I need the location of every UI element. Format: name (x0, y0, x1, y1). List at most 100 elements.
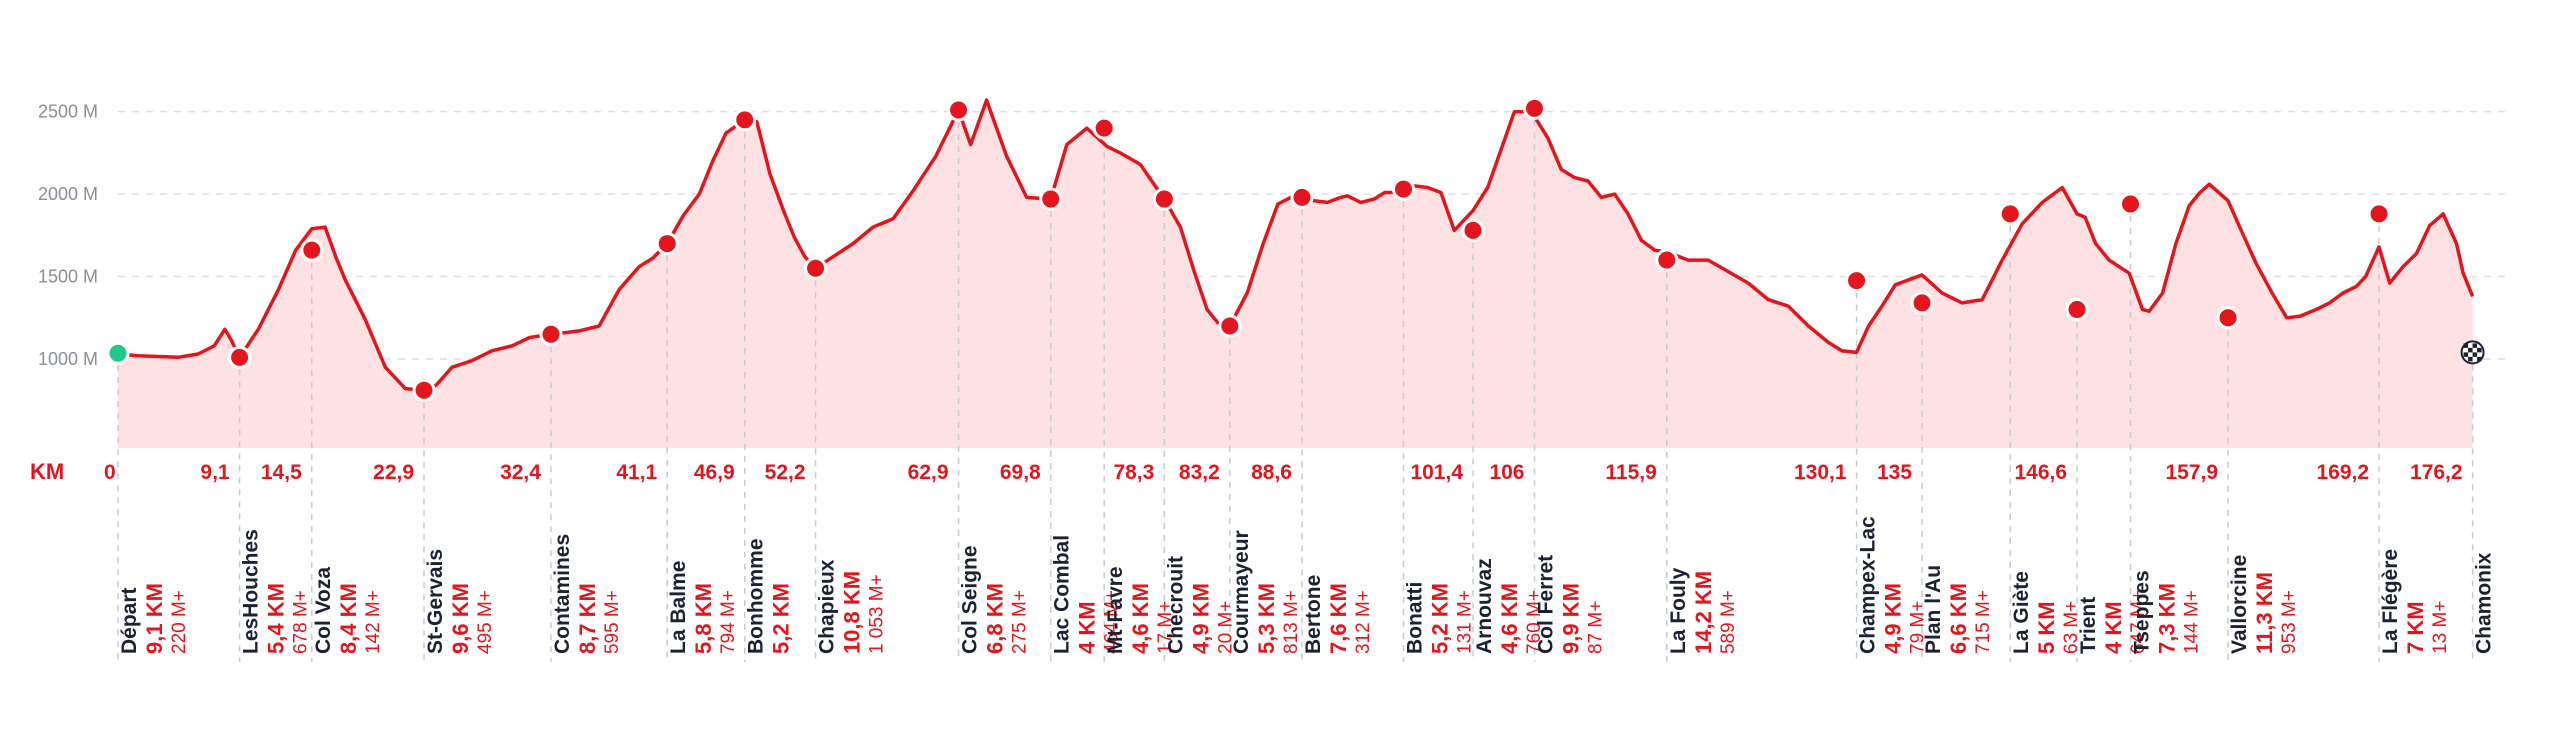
segment-distance: 5 KM (2034, 601, 2059, 654)
segment-distance: 5,4 KM (264, 583, 289, 654)
segment-distance: 4 KM (2101, 601, 2126, 654)
elevation-area (118, 100, 2473, 448)
km-label: 130,1 (1794, 461, 1847, 484)
station-name: Tseppes (2131, 570, 2154, 654)
segment-distance: 6,8 KM (983, 583, 1008, 654)
segment-gain: 794 M+ (718, 590, 739, 654)
km-axis-title: KM (30, 459, 64, 484)
segment-distance: 5,3 KM (1254, 583, 1279, 654)
segment-distance: 4,6 KM (1497, 583, 1522, 654)
station-marker (1522, 96, 1546, 120)
km-label: 22,9 (373, 461, 414, 484)
station-marker (2216, 306, 2240, 330)
station-name: Courmayeur (1230, 530, 1253, 654)
station-marker (1461, 218, 1485, 242)
segment-gain: 715 M+ (1973, 590, 1994, 654)
station-marker (733, 108, 757, 132)
km-label: 41,1 (616, 461, 657, 484)
station-marker (1152, 187, 1176, 211)
segment-gain: 275 M+ (1010, 590, 1031, 654)
km-label: 32,4 (500, 461, 541, 484)
segment-gain: 589 M+ (1718, 590, 1739, 654)
segment-gain: 144 M+ (2182, 590, 2203, 654)
segment-gain: 20 M+ (1215, 601, 1236, 654)
segment-distance: 9,1 KM (142, 583, 167, 654)
station-marker (1290, 185, 1314, 209)
segment-gain: 131 M+ (1455, 590, 1476, 654)
station-marker (228, 345, 252, 369)
station-name: La Fouly (1667, 567, 1690, 654)
segment-gain: 79 M+ (1908, 601, 1929, 654)
segment-distance: 8,7 KM (575, 583, 600, 654)
station-marker (804, 256, 828, 280)
station-name: La Balme (667, 561, 690, 654)
station-name: Contamines (551, 534, 574, 654)
km-label: 62,9 (908, 461, 949, 484)
segment-gain: 678 M+ (291, 590, 312, 654)
y-tick-label: 2000 M (38, 184, 98, 204)
station-name: Chamonix (2473, 552, 2496, 654)
km-label: 52,2 (765, 461, 806, 484)
km-label: 135 (1877, 461, 1912, 484)
station-name: Col Voza (312, 567, 335, 654)
station-name: Bonhomme (745, 538, 768, 654)
km-label: 176,2 (2410, 461, 2463, 484)
station-name: Mt-Favre (1104, 566, 1127, 654)
km-tick-labels: 0 9,1 14,5 22,9 32,4 41,1 46,9 52,2 62,9 69,8 78,3… (104, 461, 2463, 484)
station-marker (1392, 177, 1416, 201)
station-marker (1092, 116, 1116, 140)
segment-distance: 4,6 KM (1128, 583, 1153, 654)
segment-distance: 4,9 KM (1881, 583, 1906, 654)
segment-gain: 1 053 M+ (867, 574, 888, 654)
segment-gain: 312 M+ (1353, 590, 1374, 654)
y-tick-label: 1000 M (38, 349, 98, 369)
km-label: 14,5 (261, 461, 302, 484)
segment-gain: 87 M+ (1586, 601, 1607, 654)
segment-gain: 464 M+ (1102, 590, 1123, 654)
station-marker (2065, 298, 2089, 322)
station-marker (655, 232, 679, 256)
segment-distance: 4 KM (1075, 601, 1100, 654)
segment-distance: 14,2 KM (1691, 571, 1716, 654)
y-tick-label: 1500 M (38, 267, 98, 287)
station-marker (1998, 202, 2022, 226)
segment-gain: 17 M+ (1155, 601, 1176, 654)
station-name: Départ (118, 587, 141, 654)
station-name: Col Ferret (1535, 555, 1558, 654)
segment-distance: 8,4 KM (336, 583, 361, 654)
station-markers (106, 96, 2485, 402)
station-marker (1655, 248, 1679, 272)
station-name: Chapieux (816, 559, 839, 654)
station-marker (412, 378, 436, 402)
station-marker (947, 98, 971, 122)
km-label: 115,9 (1605, 461, 1656, 484)
station-labels: Départ 9,1 KM 220 M+ LesHouches 5,4 KM 678 M+… (118, 516, 2496, 654)
segment-gain: 953 M+ (2279, 590, 2300, 654)
station-name: LesHouches (240, 529, 263, 654)
segment-distance: 6,6 KM (1946, 583, 1971, 654)
station-marker (539, 322, 563, 346)
station-name: Bertone (1302, 575, 1325, 654)
segment-gain: 13 M+ (2430, 601, 2451, 654)
station-marker (2118, 192, 2142, 216)
segment-gain: 220 M+ (169, 590, 190, 654)
km-label: 101,4 (1410, 461, 1463, 484)
station-name: Bonatti (1404, 582, 1427, 654)
km-label: 78,3 (1113, 461, 1154, 484)
km-label: 83,2 (1179, 461, 1220, 484)
segment-distance: 10,8 KM (840, 571, 865, 654)
segment-gain: 813 M+ (1281, 590, 1302, 654)
km-label: 9,1 (200, 461, 230, 484)
station-dashed-lines (117, 108, 2474, 662)
km-label: 146,6 (2014, 461, 2067, 484)
segment-distance: 5,2 KM (1428, 583, 1453, 654)
km-label: 0 (104, 461, 116, 484)
segment-gain: 760 M+ (1524, 590, 1545, 654)
station-name: Plan l'Au (1922, 565, 1945, 654)
station-name: Col Seigne (959, 545, 982, 654)
km-label: 106 (1489, 461, 1524, 484)
station-marker (1910, 291, 1934, 315)
segment-gain: 595 M+ (602, 590, 623, 654)
segment-distance: 11,3 KM (2252, 572, 2277, 654)
